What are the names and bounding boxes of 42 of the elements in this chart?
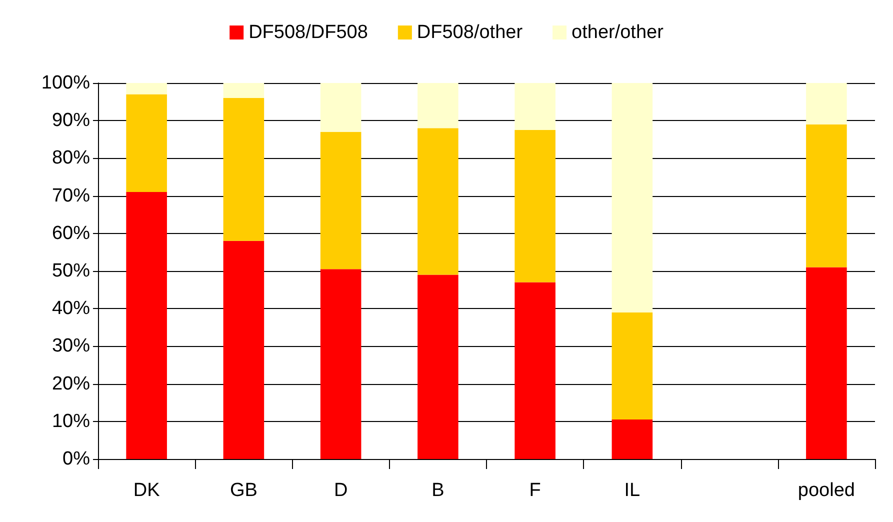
- x-tick-label: GB: [230, 480, 258, 501]
- bar: [806, 267, 847, 459]
- bar: [514, 130, 556, 282]
- bar: [418, 83, 458, 128]
- bar: [320, 269, 362, 459]
- bar: [223, 98, 264, 241]
- bar: [126, 94, 167, 192]
- bar: [126, 192, 167, 459]
- bar: [418, 128, 458, 275]
- y-tick-label: 60%: [52, 222, 90, 244]
- bar: [514, 83, 556, 130]
- bar: [612, 420, 653, 459]
- bar: [320, 132, 362, 270]
- y-tick-label: 30%: [52, 336, 90, 357]
- legend-label: other/other: [572, 22, 664, 43]
- bar: [806, 124, 847, 268]
- bar: [612, 83, 653, 312]
- y-tick-label: 0%: [62, 448, 90, 470]
- y-tick-label: 100%: [41, 72, 90, 94]
- y-tick-label: 80%: [52, 148, 90, 169]
- y-tick-label: 40%: [52, 298, 90, 320]
- bar: [806, 83, 847, 124]
- y-tick-label: 10%: [52, 410, 90, 432]
- y-tick-label: 70%: [52, 185, 90, 206]
- x-tick-label: DK: [133, 480, 160, 501]
- bar: [514, 282, 556, 459]
- x-tick-label: IL: [624, 480, 640, 501]
- x-tick-label: D: [334, 480, 348, 501]
- y-tick-label: 20%: [52, 373, 90, 394]
- y-tick-label: 50%: [52, 260, 90, 282]
- y-tick-label: 90%: [52, 110, 90, 132]
- bar: [223, 240, 264, 459]
- bar: [126, 83, 167, 94]
- legend-label: DF508/other: [416, 22, 524, 43]
- x-tick-label: pooled: [798, 480, 855, 501]
- bar: [320, 83, 362, 132]
- bar: [223, 83, 264, 98]
- bar: [612, 312, 653, 420]
- x-tick-label: F: [529, 480, 541, 501]
- x-tick-label: B: [432, 480, 444, 501]
- bar: [418, 274, 458, 459]
- legend-label: DF508/DF508: [248, 22, 368, 43]
